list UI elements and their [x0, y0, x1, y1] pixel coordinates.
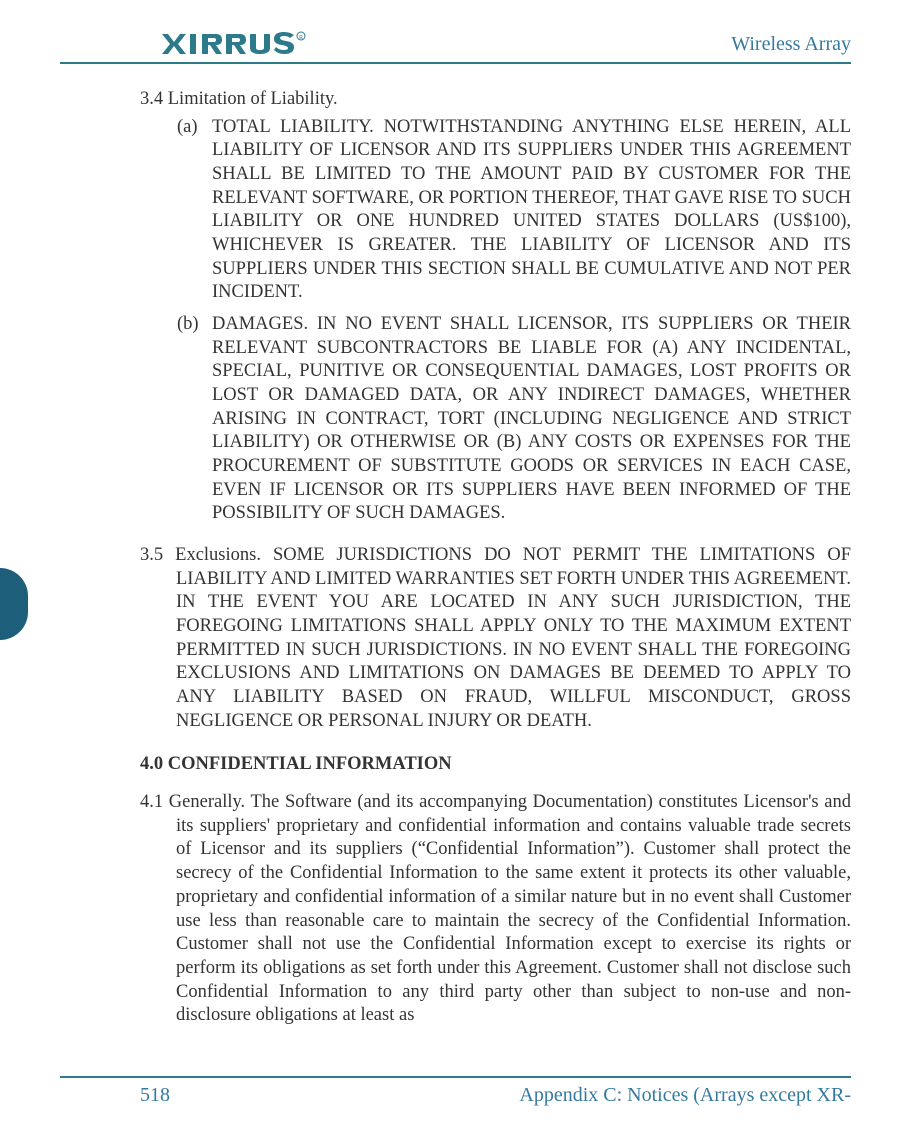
footer-label: Appendix C: Notices (Arrays except XR- — [519, 1084, 851, 1107]
svg-text:R: R — [299, 35, 303, 41]
item-text: DAMAGES. IN NO EVENT SHALL LICENSOR, ITS… — [212, 314, 851, 523]
page-number: 518 — [140, 1084, 170, 1107]
xirrus-logo-icon: R — [160, 30, 310, 58]
section-3-4-item-a: (a)TOTAL LIABILITY. NOTWITHSTANDING ANYT… — [140, 116, 851, 305]
document-body: 3.4 Limitation of Liability. (a)TOTAL LI… — [60, 88, 851, 1028]
brand-logo: R — [160, 30, 310, 58]
section-3-4-item-b: (b)DAMAGES. IN NO EVENT SHALL LICENSOR, … — [140, 313, 851, 526]
header-section-title: Wireless Array — [731, 33, 851, 56]
item-text: TOTAL LIABILITY. NOTWITHSTANDING ANYTHIN… — [212, 117, 851, 303]
item-marker: (b) — [177, 313, 212, 337]
section-4-1: 4.1 Generally. The Software (and its acc… — [140, 791, 851, 1028]
item-marker: (a) — [177, 116, 212, 140]
page-header: R Wireless Array — [60, 30, 851, 64]
page-edge-tab — [0, 568, 28, 640]
section-3-4-heading: 3.4 Limitation of Liability. — [140, 88, 851, 112]
section-3-5: 3.5 Exclusions. SOME JURISDICTIONS DO NO… — [140, 544, 851, 733]
section-4-0-title: 4.0 CONFIDENTIAL INFORMATION — [140, 753, 851, 777]
page-footer: 518 Appendix C: Notices (Arrays except X… — [60, 1076, 851, 1107]
